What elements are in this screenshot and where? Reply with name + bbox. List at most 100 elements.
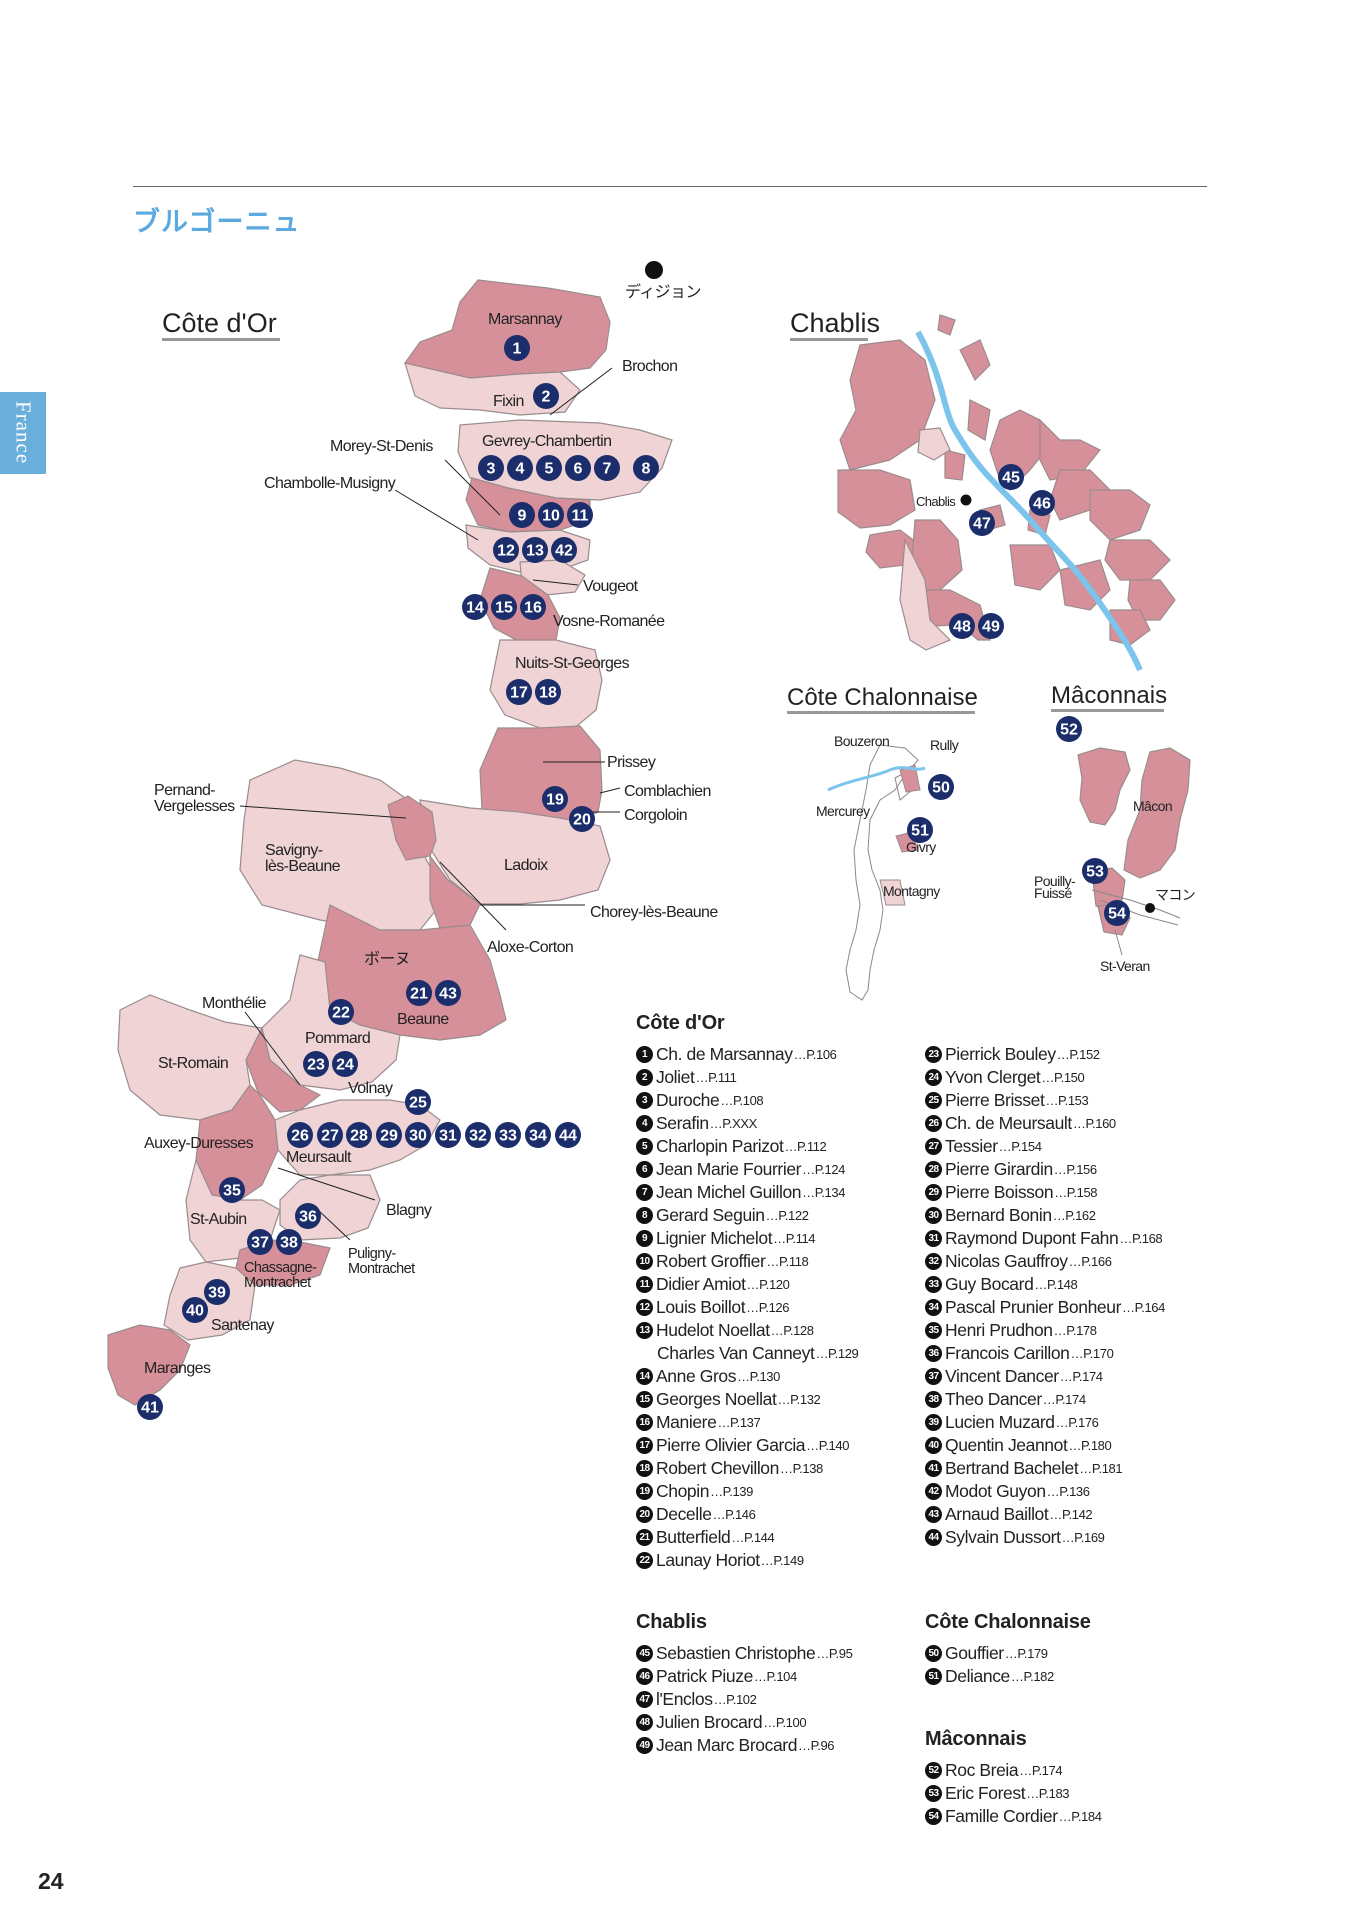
producer-badge[interactable]: 22 <box>328 999 354 1025</box>
producer-badge[interactable]: 24 <box>332 1051 358 1077</box>
badge-number: 25 <box>409 1095 427 1112</box>
badge-circle <box>536 455 562 481</box>
legend-number-badge: 24 <box>925 1069 942 1086</box>
badge-circle <box>491 594 517 620</box>
badge-circle <box>346 1122 372 1148</box>
producer-badge[interactable]: 50 <box>928 774 954 800</box>
producer-badge[interactable]: 20 <box>569 806 595 832</box>
producer-badge[interactable]: 23 <box>303 1051 329 1077</box>
page-reference: …P.140 <box>806 1438 850 1453</box>
producer-badge[interactable]: 41 <box>137 1394 163 1420</box>
producer-badge[interactable]: 47 <box>969 510 995 536</box>
producer-badge[interactable]: 33 <box>495 1122 521 1148</box>
producer-badge[interactable]: 49 <box>978 613 1004 639</box>
producer-badge[interactable]: 16 <box>520 594 546 620</box>
producer-badge[interactable]: 6 <box>565 455 591 481</box>
producer-badge[interactable]: 32 <box>465 1122 491 1148</box>
producer-badge[interactable]: 4 <box>507 455 533 481</box>
legend-item: 33 Guy Bocard …P.148 <box>925 1273 1165 1296</box>
badge-number: 29 <box>380 1128 398 1145</box>
producer-badge[interactable]: 21 <box>406 980 432 1006</box>
producer-badge[interactable]: 7 <box>594 455 620 481</box>
producer-badge[interactable]: 13 <box>522 537 548 563</box>
producer-badge[interactable]: 42 <box>551 537 577 563</box>
producer-badge[interactable]: 54 <box>1104 900 1130 926</box>
producer-badge[interactable]: 48 <box>949 613 975 639</box>
page-reference: …P.174 <box>1059 1369 1103 1384</box>
producer-name: Lignier Michelot <box>656 1228 773 1248</box>
producer-badge[interactable]: 18 <box>535 679 561 705</box>
legend-item: 28 Pierre Girardin …P.156 <box>925 1158 1165 1181</box>
chalonnaise-montagny <box>879 879 906 906</box>
legend-item: 43 Arnaud Baillot …P.142 <box>925 1503 1165 1526</box>
producer-badge[interactable]: 9 <box>509 502 535 528</box>
producer-badge[interactable]: 36 <box>295 1203 321 1229</box>
producer-name: Pierrick Bouley <box>945 1044 1056 1064</box>
title-underline-maconnais <box>1051 709 1164 712</box>
label-volnay: Volnay <box>348 1080 393 1097</box>
page-reference: …P.102 <box>713 1692 757 1707</box>
producer-badge[interactable]: 39 <box>204 1279 230 1305</box>
producer-badge[interactable]: 45 <box>998 464 1024 490</box>
legend-item: 45 Sebastien Christophe …P.95 <box>636 1642 853 1665</box>
label-beaune: Beaune <box>397 1011 449 1028</box>
producer-badge[interactable]: 29 <box>376 1122 402 1148</box>
producer-badge[interactable]: 10 <box>538 502 564 528</box>
page-reference: …P.126 <box>746 1300 790 1315</box>
producer-badge[interactable]: 2 <box>533 383 559 409</box>
legend-number-badge: 20 <box>636 1506 653 1523</box>
page-reference: …P.181 <box>1079 1461 1123 1476</box>
badge-circle <box>295 1203 321 1229</box>
producer-badge[interactable]: 28 <box>346 1122 372 1148</box>
producer-badge[interactable]: 30 <box>405 1122 431 1148</box>
badge-number: 20 <box>573 812 591 829</box>
producer-badge[interactable]: 19 <box>542 786 568 812</box>
producer-badge[interactable]: 3 <box>478 455 504 481</box>
producer-badge[interactable]: 34 <box>525 1122 551 1148</box>
chalonnaise-rully <box>899 764 921 793</box>
legend-number-badge: 42 <box>925 1483 942 1500</box>
producer-badge[interactable]: 5 <box>536 455 562 481</box>
producer-badge[interactable]: 52 <box>1056 716 1082 742</box>
producer-badge[interactable]: 15 <box>491 594 517 620</box>
label-aloxe: Aloxe-Corton <box>487 939 573 956</box>
badge-circle <box>520 594 546 620</box>
producer-badge[interactable]: 11 <box>567 502 593 528</box>
legend-item: 17 Pierre Olivier Garcia …P.140 <box>636 1434 858 1457</box>
producer-badge[interactable]: 8 <box>633 455 659 481</box>
producer-badge[interactable]: 35 <box>219 1177 245 1203</box>
chablis-area-2 <box>837 469 916 529</box>
producer-badge[interactable]: 25 <box>405 1089 431 1115</box>
legend-number-badge: 19 <box>636 1483 653 1500</box>
producer-badge[interactable]: 14 <box>462 594 488 620</box>
producer-badge[interactable]: 26 <box>287 1122 313 1148</box>
producer-badge[interactable]: 51 <box>907 817 933 843</box>
producer-name: Jean Michel Guillon <box>656 1182 802 1202</box>
producer-badge[interactable]: 17 <box>506 679 532 705</box>
producer-badge[interactable]: 46 <box>1029 490 1055 516</box>
producer-badge[interactable]: 44 <box>555 1122 581 1148</box>
producer-badge[interactable]: 43 <box>435 980 461 1006</box>
area-corton <box>387 795 437 861</box>
producer-badge[interactable]: 37 <box>247 1229 273 1255</box>
producer-name: Charlopin Parizot <box>656 1136 784 1156</box>
page-reference: …P.180 <box>1068 1438 1112 1453</box>
label-bouzeron: Bouzeron <box>834 733 889 749</box>
badge-circle <box>555 1122 581 1148</box>
producer-badge[interactable]: 27 <box>317 1122 343 1148</box>
producer-name: Pierre Olivier Garcia <box>656 1435 806 1455</box>
producer-badge[interactable]: 1 <box>504 335 530 361</box>
producer-badge[interactable]: 31 <box>435 1122 461 1148</box>
badge-circle <box>533 383 559 409</box>
producer-badge[interactable]: 53 <box>1082 858 1108 884</box>
page-reference: …P.146 <box>712 1507 756 1522</box>
legend-number-badge: 33 <box>925 1276 942 1293</box>
producer-badge[interactable]: 40 <box>182 1297 208 1323</box>
chalonnaise-outline <box>845 744 919 1001</box>
side-tab[interactable]: France <box>0 392 46 474</box>
producer-badge[interactable]: 38 <box>276 1229 302 1255</box>
page-reference: …P.104 <box>753 1669 797 1684</box>
badge-circle <box>1029 490 1055 516</box>
producer-badge[interactable]: 12 <box>493 537 519 563</box>
